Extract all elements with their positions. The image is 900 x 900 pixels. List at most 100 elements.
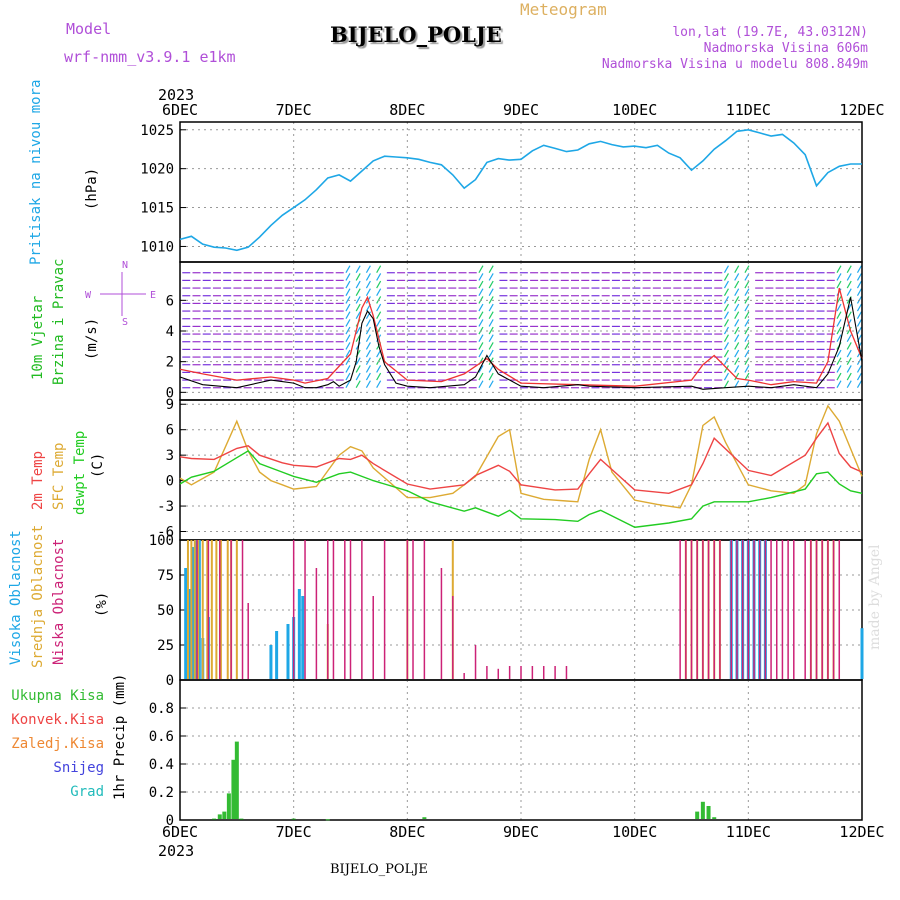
cloud-bar <box>776 540 778 679</box>
y-tick-label: 1015 <box>140 201 174 217</box>
cloud-bar <box>520 666 522 679</box>
y-tick-label: 3 <box>166 448 174 464</box>
cloud-bar <box>406 540 409 679</box>
precip-bar <box>212 818 217 820</box>
wind-vector <box>846 334 852 343</box>
wind-vector <box>744 296 750 304</box>
wind-vector <box>836 303 842 312</box>
precip-legend-item: Ukupna Kisa <box>11 688 104 704</box>
wind-vector <box>856 311 862 320</box>
wind-vector <box>723 273 729 281</box>
wind-vector <box>345 342 351 350</box>
station-title: BIJELO_POLJE <box>330 22 502 47</box>
wind-vector <box>488 349 494 358</box>
y-tick-label: 0.2 <box>149 785 174 801</box>
pressure-axis-title: Pritisak na nivou mora <box>28 80 44 265</box>
wind-vector <box>744 372 750 381</box>
precip-legend-item: Konvek.Kisa <box>11 712 104 728</box>
wind-vector <box>734 349 740 358</box>
wind-vector <box>856 380 862 389</box>
wind-vector <box>345 319 351 327</box>
cloud-bar <box>235 540 238 679</box>
cloud-bar <box>713 540 715 679</box>
y-tick-label: 0.8 <box>149 701 174 717</box>
panel-frame <box>179 121 863 263</box>
cloud-bar <box>349 540 352 679</box>
cloud-bar <box>821 540 823 679</box>
wind-vector <box>856 273 862 281</box>
cloud-bar <box>327 540 329 679</box>
wind-vector <box>723 334 729 343</box>
wind-vector <box>376 303 382 312</box>
cloud-bar <box>810 540 812 679</box>
precip-bar <box>239 818 244 820</box>
wind-vector <box>488 357 494 366</box>
year-label-bottom: 2023 <box>158 842 194 860</box>
cloud-bar <box>191 547 195 679</box>
cloud-bar <box>542 666 545 679</box>
y-tick-label: 9 <box>166 397 174 413</box>
time-tick-label-bottom: 6DEC <box>162 823 198 841</box>
wind-vector <box>723 311 729 320</box>
model-name: wrf-nmm_v3.9.1 e1km <box>64 48 236 66</box>
y-tick-label: 4 <box>166 324 174 340</box>
cloud-bar <box>286 624 290 679</box>
wind-vector <box>365 311 371 320</box>
wind-vector <box>478 288 484 297</box>
wind-vector <box>376 280 382 289</box>
wind-vector <box>723 319 729 327</box>
cloud-bar <box>304 540 306 679</box>
wind-vector <box>856 288 862 297</box>
cloud-bar <box>440 568 443 679</box>
wind-vector <box>478 319 484 327</box>
time-tick-label-top: 10DEC <box>612 101 657 119</box>
wind-vector <box>723 365 729 373</box>
cloud-bar <box>764 540 767 679</box>
y-tick-label: -3 <box>157 499 174 515</box>
cloud-bar <box>210 540 213 679</box>
y-tick-label: 0 <box>166 813 174 829</box>
cloud-bar <box>730 540 733 679</box>
time-tick-label-top: 12DEC <box>839 101 884 119</box>
wind-vector <box>488 296 494 304</box>
cloud-bar <box>344 540 346 679</box>
cloud-bar <box>292 540 295 679</box>
cloud-bar <box>707 540 710 679</box>
wind-vector <box>734 372 740 381</box>
precip-bar <box>226 793 231 819</box>
precip-bar <box>706 806 711 819</box>
time-tick-label-bottom: 8DEC <box>389 823 425 841</box>
wind-vector <box>488 265 494 274</box>
cloud-bar <box>275 631 279 679</box>
time-tick-label-top: 8DEC <box>389 101 425 119</box>
wind-vector <box>345 357 351 366</box>
y-tick-label: 1025 <box>140 123 174 139</box>
cloud-bar <box>565 666 568 679</box>
wind-vector <box>846 357 852 366</box>
wind-vector <box>478 265 484 274</box>
cloud-bar <box>184 568 188 679</box>
wind-vector <box>376 319 382 327</box>
y-tick-label: 0.4 <box>149 757 174 773</box>
wind-vector <box>856 365 862 373</box>
wind-vector <box>478 273 484 281</box>
cloud-bar <box>554 666 556 679</box>
wind-vector <box>836 365 842 373</box>
wind-vector <box>478 380 484 389</box>
cloud-bar <box>332 540 335 679</box>
wind-vector <box>488 342 494 350</box>
wind-vector <box>836 273 842 281</box>
cloud-bar <box>753 540 755 679</box>
cloud-bar <box>679 540 681 679</box>
y-tick-label: -6 <box>157 525 174 541</box>
precip-legend-item: Grad <box>70 784 104 800</box>
cloud-bar <box>741 540 744 679</box>
cloud-bar <box>423 540 426 679</box>
cloud-bar <box>452 596 454 679</box>
cloud-bar <box>412 540 414 679</box>
cloud-bar <box>463 673 465 679</box>
wind-vector <box>744 288 750 297</box>
wind-vector <box>345 372 351 381</box>
precip-bar <box>291 818 296 820</box>
wind-vector <box>345 288 351 297</box>
